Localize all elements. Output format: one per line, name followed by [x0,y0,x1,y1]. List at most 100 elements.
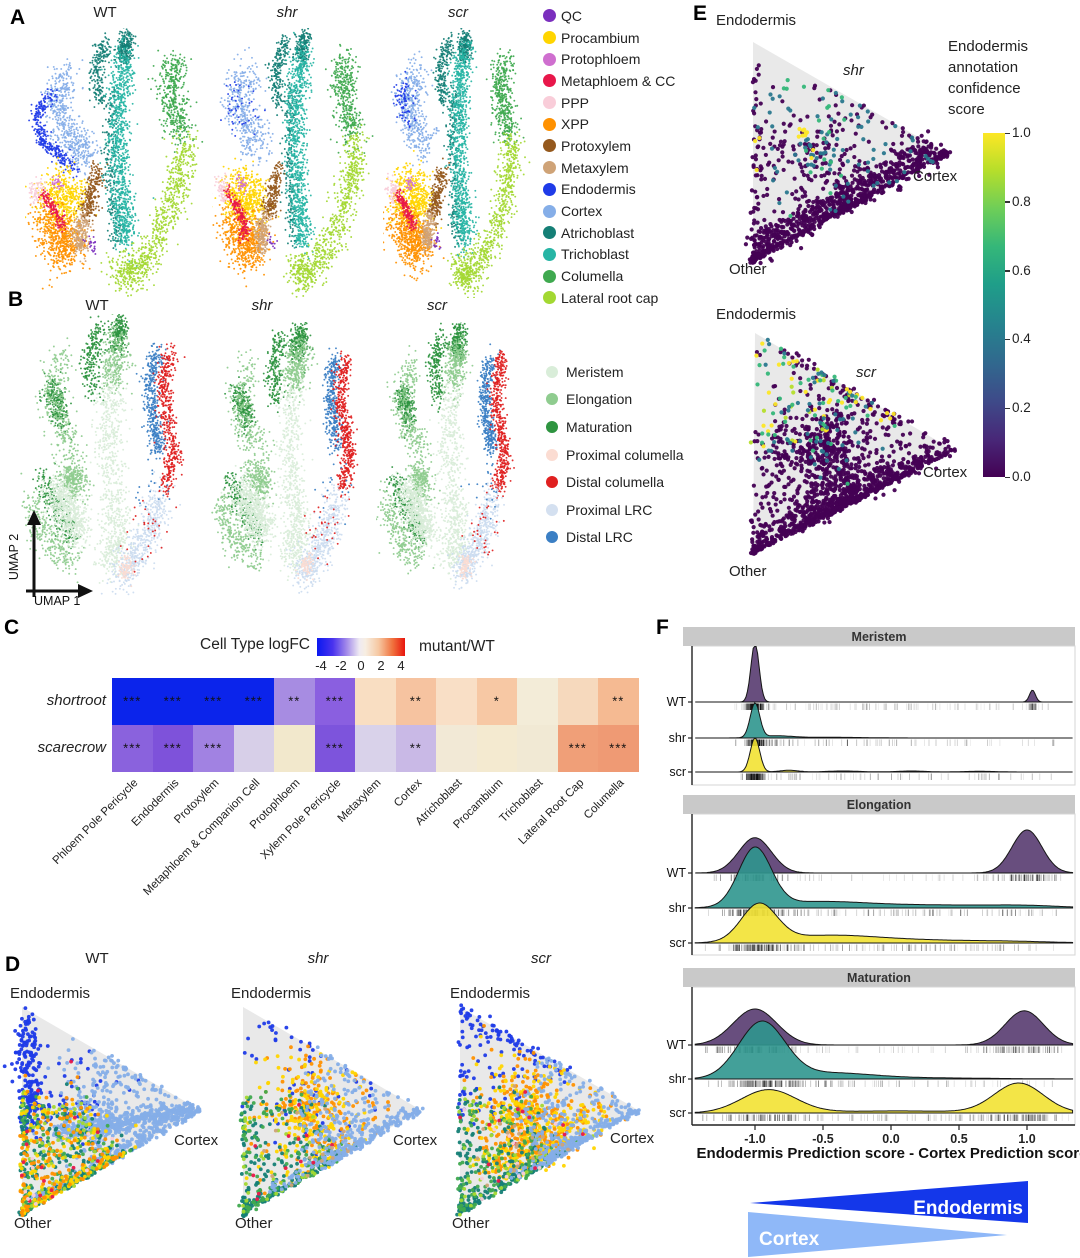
panel-a-label: A [10,6,26,29]
ternary-d3-other-label: Other [452,1215,490,1232]
celltype-legend-item: Endodermis [543,179,675,201]
heatmap-colorbar-tick: 4 [397,658,405,673]
heatmap-cell [233,725,274,772]
stage-legend-label: Elongation [566,391,633,408]
celltype-legend-dot-icon [543,52,556,66]
significance-stars: *** [244,692,263,708]
significance-stars: ** [612,692,625,708]
umap-celltype-wt [25,28,225,298]
heatmap-cell: *** [557,725,598,772]
heatmap-row-label-shortroot: shortroot [46,692,106,709]
ridge-density-scr [695,737,1073,773]
stage-legend-dot-icon [546,420,558,433]
ternary-d3-endodermis-label: Endodermis [450,985,531,1002]
celltype-legend-label: Endodermis [561,181,636,198]
heatmap-cell: *** [193,725,234,772]
heatmap-row-label-scarecrow: scarecrow [37,739,106,756]
stage-legend: Meristem Elongation Maturation Proximal col… [546,358,683,551]
stage-legend-dot-icon [546,503,558,516]
panel-b-label: B [8,288,24,311]
confidence-colorbar-tick-label: 0.2 [1012,400,1031,416]
panel-d-label: D [5,953,21,976]
celltype-legend-label: Protoxylem [561,137,632,154]
heatmap-cell: *** [314,678,355,725]
ridge-x-tick-label: 0.0 [882,1132,899,1146]
ridge-y-label-scr: scr [669,936,686,950]
umap-celltype-shr [212,28,392,298]
celltype-legend-dot-icon [543,204,556,218]
stage-legend-label: Proximal LRC [566,501,653,518]
ridge-y-label-scr: scr [669,1106,686,1120]
cortex-wedge-label: Cortex [759,1229,820,1250]
significance-stars: *** [325,692,344,708]
celltype-legend-label: Metaphloem & CC [561,72,676,89]
stage-legend-dot-icon [546,448,558,461]
stage-legend-item: Meristem [546,358,683,386]
confidence-colorbar-tick-label: 1.0 [1012,125,1031,140]
stage-legend-label: Distal columella [566,474,665,491]
ternary-d1-other-label: Other [14,1215,52,1232]
umap-stage-shr [210,322,388,594]
heatmap-cell: ** [598,678,639,725]
celltype-legend-dot-icon [543,269,556,283]
ridge-section-header [683,627,1075,646]
heatmap-cell [355,678,396,725]
celltype-legend-label: Protophloem [561,51,641,68]
heatmap-colorbar-tick: -4 [315,658,327,673]
celltype-legend-dot-icon [543,291,556,305]
ternary-d1-endodermis-label: Endodermis [10,985,91,1002]
heatmap-cell: ** [395,725,436,772]
stage-legend-item: Elongation [546,386,683,414]
umap1-arrowhead-icon [78,584,93,598]
heatmap-cell: *** [314,725,355,772]
ridge-density-WT [695,829,1074,874]
endodermis-gradient-wedge [750,1181,1028,1223]
umap-b-title-shr: shr [251,297,273,314]
celltype-legend-label: PPP [561,94,590,111]
heatmap-cell: *** [193,678,234,725]
celltype-legend-dot-icon [543,96,556,110]
celltype-legend-label: Procambium [561,29,640,46]
significance-stars: ** [409,692,422,708]
heatmap-cell [476,725,517,772]
confidence-colorbar-tickmark [1005,407,1010,410]
ridge-x-tick-label: -0.5 [812,1132,834,1146]
celltype-legend-dot-icon [543,161,556,175]
heatmap-colorbar [317,638,405,656]
significance-stars: ** [288,692,301,708]
celltype-legend-item: Protoxylem [543,135,675,157]
stage-legend-dot-icon [546,531,558,544]
confidence-colorbar-title: Endodermis annotation confidence score [948,38,1029,118]
umap-a-title-wt: WT [93,4,117,21]
celltype-legend-dot-icon [543,74,556,88]
ridge-section-header [683,968,1075,987]
ridgeline-x-axis-label: Endodermis Prediction score - Cortex Pre… [697,1145,1080,1162]
ternary-d2-other-label: Other [235,1215,273,1232]
significance-stars: *** [568,739,587,755]
significance-stars: *** [325,739,344,755]
heatmap-cell: * [476,678,517,725]
heatmap-colorbar-tick: -2 [335,658,347,673]
celltype-legend-dot-icon [543,31,556,45]
celltype-legend-label: Cortex [561,203,603,220]
ternary-e1-endodermis-label: Endodermis [716,12,797,29]
celltype-legend-label: Atrichoblast [561,224,635,241]
confidence-colorbar [983,133,1005,477]
ridge-section-title: Meristem [852,630,907,644]
celltype-legend-item: PPP [543,92,675,114]
stage-legend-dot-icon [546,393,558,406]
umap2-axis-label: UMAP 2 [7,533,21,581]
umap2-arrowhead-icon [27,510,41,525]
ternary-e1-title: shr [843,62,864,79]
confidence-colorbar-tick-label: 0.6 [1012,262,1031,278]
celltype-legend-label: Lateral root cap [561,289,659,306]
ridge-density-scr [694,1082,1074,1114]
ternary-d2-cortex-label: Cortex [393,1132,438,1149]
celltype-legend-item: XPP [543,113,675,135]
confidence-colorbar-tick-label: 0.4 [1012,331,1031,347]
ridge-density-scr [694,902,1074,944]
ridge-section-title: Maturation [847,971,911,985]
celltype-legend-item: Protophloem [543,48,675,70]
umap-b-title-scr: scr [427,297,447,314]
